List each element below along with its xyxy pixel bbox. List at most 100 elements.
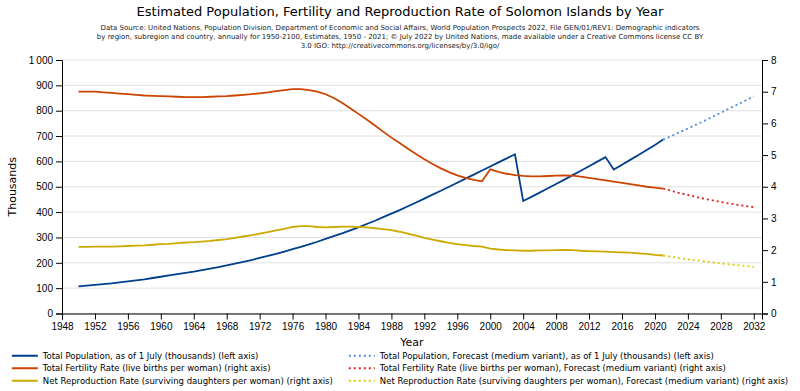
axis-line: [56, 61, 63, 315]
title: Estimated Population, Fertility and Repr…: [137, 4, 665, 19]
tick: 4: [762, 181, 777, 192]
tick-mark: [56, 288, 62, 289]
tick-label: 600: [36, 156, 53, 167]
axis-line: [63, 314, 763, 320]
grid-line: [62, 161, 762, 162]
tick: 1: [762, 277, 777, 288]
tick-mark: [95, 314, 96, 320]
tick: 2016: [611, 314, 634, 332]
tick-label: 5: [771, 150, 777, 161]
tick-mark: [293, 314, 294, 320]
tick: 1984: [348, 314, 371, 332]
plot: 1948195219561960196419681972197619801984…: [6, 55, 777, 349]
tick-mark: [56, 111, 62, 112]
legend-item: Net Reproduction Rate (surviving daughte…: [349, 376, 788, 386]
tick: 700: [36, 131, 62, 142]
tick-label: 0: [47, 308, 53, 319]
grid-line: [62, 262, 762, 263]
series-line: [663, 189, 754, 208]
tick: 1952: [84, 314, 107, 332]
legend-item: Total Population, as of 1 July (thousand…: [12, 351, 259, 361]
legend-label: Net Reproduction Rate (surviving daughte…: [43, 376, 333, 386]
tick: 400: [36, 207, 62, 218]
tick-label: 1984: [348, 321, 371, 332]
tick-label: 4: [771, 181, 777, 192]
tick: 1968: [216, 314, 239, 332]
tick: 1956: [117, 314, 140, 332]
tick-label: 2020: [644, 321, 667, 332]
tick: 900: [36, 80, 62, 91]
series-line: [78, 89, 663, 188]
tick: 3: [762, 213, 777, 224]
tick-label: 3: [771, 213, 777, 224]
legend-item: Total Fertility Rate (live births per wo…: [349, 363, 726, 373]
tick-mark: [56, 212, 62, 213]
tick-label: 2008: [545, 321, 568, 332]
y2-axis: 012345678: [762, 55, 777, 320]
tick-label: 2028: [710, 321, 733, 332]
tick: 300: [36, 232, 62, 243]
grid-line: [62, 288, 762, 289]
tick: 800: [36, 105, 62, 116]
tick-mark: [56, 60, 62, 61]
series-line: [78, 226, 663, 255]
tick-mark: [326, 314, 327, 320]
grid-line: [62, 237, 762, 238]
legend-swatch: [349, 380, 375, 382]
grid-line: [62, 110, 762, 111]
series-line: [663, 96, 754, 139]
tick-label: 2024: [677, 321, 700, 332]
tick: 1980: [315, 314, 338, 332]
tick: 7: [762, 86, 777, 97]
tick: 600: [36, 156, 62, 167]
tick-mark: [424, 314, 425, 320]
x-axis-title: Year: [399, 336, 424, 349]
axis-line: [763, 61, 769, 315]
tick-mark: [128, 314, 129, 320]
tick-mark: [523, 314, 524, 320]
tick-mark: [56, 314, 62, 315]
legend-item: Net Reproduction Rate (surviving daughte…: [12, 376, 333, 386]
tick: 1972: [249, 314, 272, 332]
tick: 2000: [480, 314, 503, 332]
tick-label: 1980: [315, 321, 338, 332]
grid: [62, 60, 762, 314]
tick: 500: [36, 181, 62, 192]
tick: 0: [762, 308, 777, 319]
tick: 5: [762, 150, 777, 161]
tick-mark: [762, 155, 768, 156]
tick-mark: [56, 136, 62, 137]
tick-label: 800: [36, 105, 53, 116]
tick: 2020: [644, 314, 667, 332]
tick-label: 700: [36, 131, 53, 142]
tick-mark: [56, 161, 62, 162]
tick-mark: [754, 314, 755, 320]
tick-label: 2: [771, 245, 777, 256]
tick-mark: [762, 187, 768, 188]
series-line: [78, 140, 663, 287]
tick-label: 1996: [447, 321, 470, 332]
tick-label: 1948: [51, 321, 74, 332]
tick: 1960: [150, 314, 173, 332]
tick: 100: [36, 283, 62, 294]
tick-label: 1: [771, 277, 777, 288]
legend-swatch: [349, 355, 375, 357]
tick-label: 8: [771, 55, 777, 66]
tick-label: 1964: [183, 321, 206, 332]
series-line: [663, 256, 754, 267]
tick-mark: [762, 92, 768, 93]
legend-swatch: [12, 355, 38, 357]
tick-mark: [589, 314, 590, 320]
tick: 1 000: [29, 55, 62, 66]
tick-mark: [556, 314, 557, 320]
y-axis-title: Thousands: [6, 157, 19, 218]
tick-mark: [721, 314, 722, 320]
legend-item: Total Fertility Rate (live births per wo…: [12, 363, 271, 373]
tick-mark: [622, 314, 623, 320]
tick-label: 1992: [414, 321, 437, 332]
tick-mark: [688, 314, 689, 320]
tick-mark: [457, 314, 458, 320]
tick-label: 1988: [381, 321, 404, 332]
tick-label: 2000: [480, 321, 503, 332]
tick-label: 1968: [216, 321, 239, 332]
